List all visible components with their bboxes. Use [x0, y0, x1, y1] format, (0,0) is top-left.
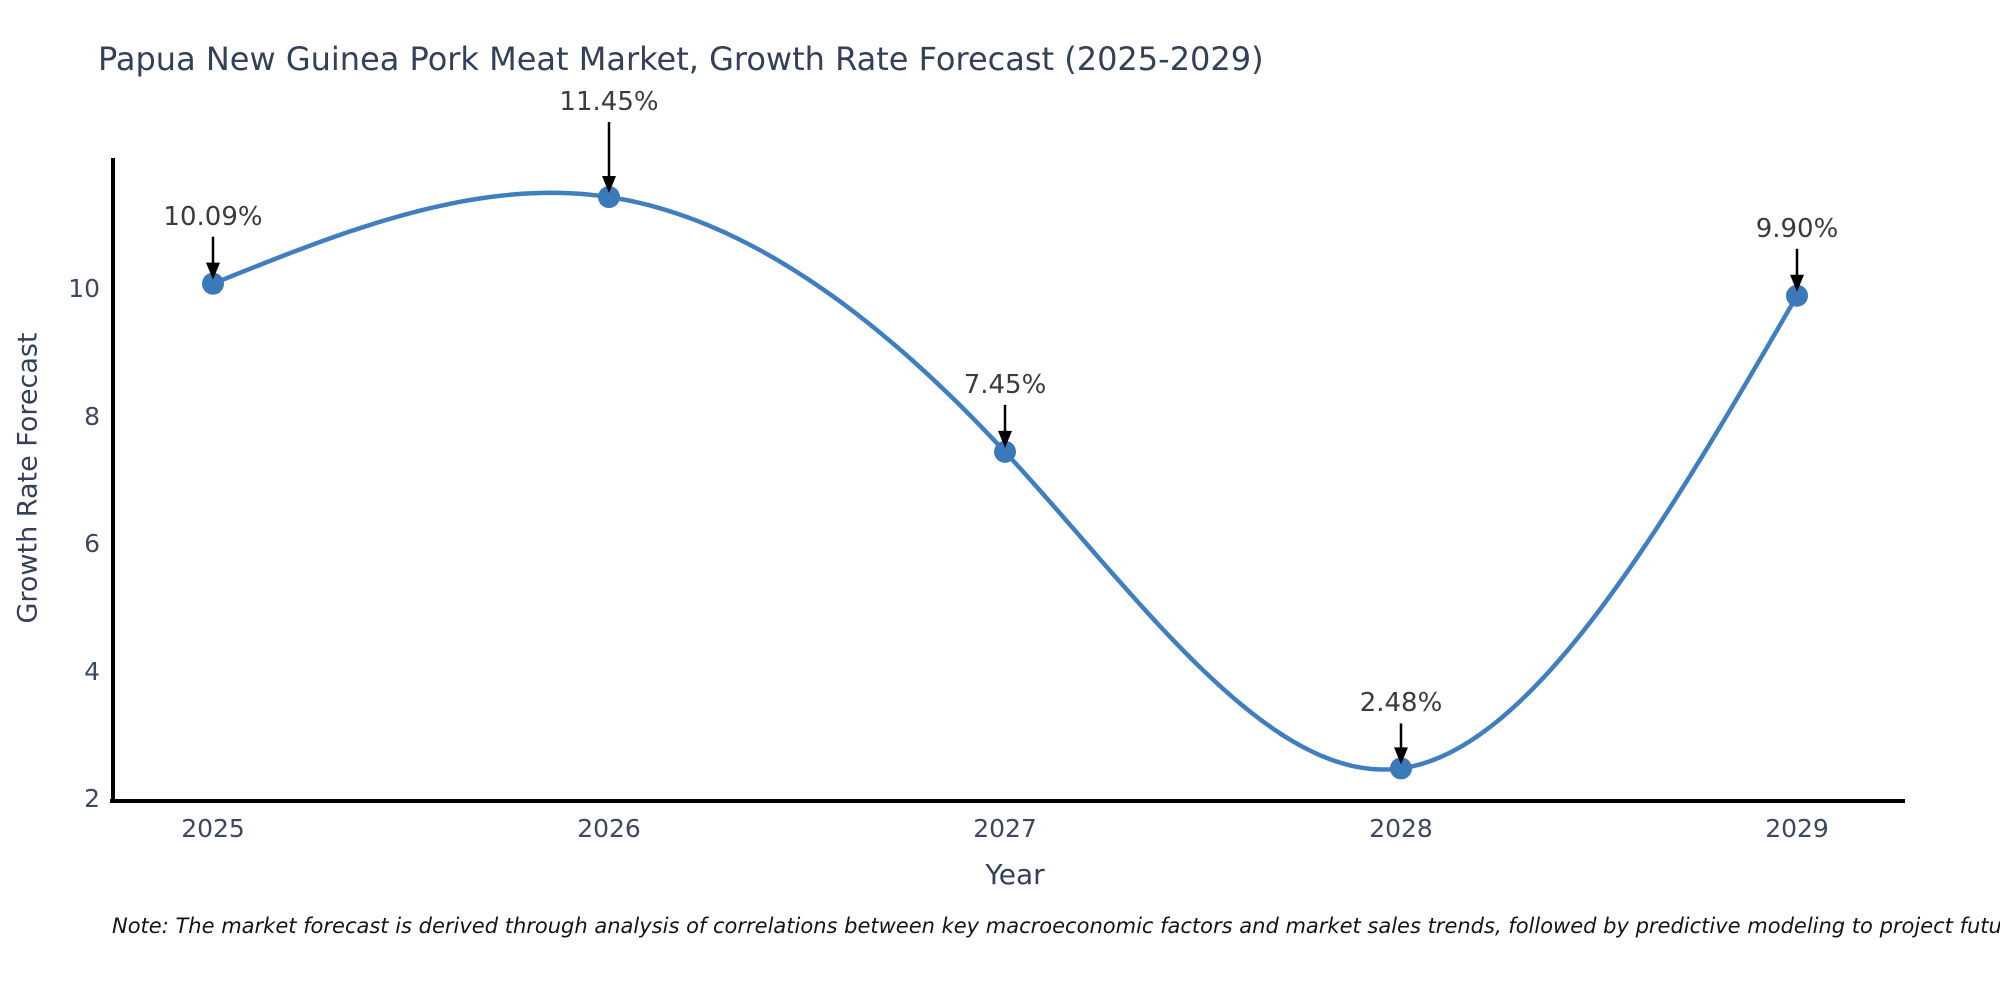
forecast-line: [210, 190, 1800, 772]
y-tick-label: 6: [84, 529, 100, 559]
data-point-marker: [1390, 757, 1412, 780]
point-value-label: 7.45%: [963, 369, 1047, 400]
x-tick-label: 2027: [973, 814, 1037, 843]
x-axis-title: Year: [985, 858, 1045, 891]
data-point-marker: [1786, 284, 1808, 307]
annotation-arrow-head: [998, 430, 1012, 448]
annotation-arrow-head: [206, 262, 220, 280]
x-tick-label: 2029: [1765, 814, 1829, 843]
data-point-marker: [598, 186, 620, 209]
footnote: Note: The market forecast is derived thr…: [112, 914, 2000, 938]
data-point-marker: [994, 440, 1016, 463]
x-tick-label: 2026: [577, 814, 641, 843]
point-value-label: 9.90%: [1755, 213, 1839, 244]
chart-title: Papua New Guinea Pork Meat Market, Growt…: [98, 40, 1264, 78]
annotation-arrow-head: [602, 176, 616, 194]
x-tick-label: 2028: [1369, 814, 1433, 843]
y-tick-label: 10: [68, 274, 100, 304]
annotation-arrow-head: [1790, 274, 1804, 292]
x-tick-label: 2025: [181, 814, 245, 843]
y-tick-label: 2: [84, 784, 100, 813]
annotation-arrow-head: [1394, 747, 1408, 765]
point-value-label: 11.45%: [559, 87, 659, 118]
point-value-label: 10.09%: [163, 201, 263, 232]
y-tick-label: 4: [84, 656, 100, 686]
y-tick-label: 8: [84, 401, 100, 431]
point-value-label: 2.48%: [1359, 688, 1443, 719]
data-point-marker: [202, 272, 224, 295]
y-axis-title: Growth Rate Forecast: [12, 332, 44, 624]
